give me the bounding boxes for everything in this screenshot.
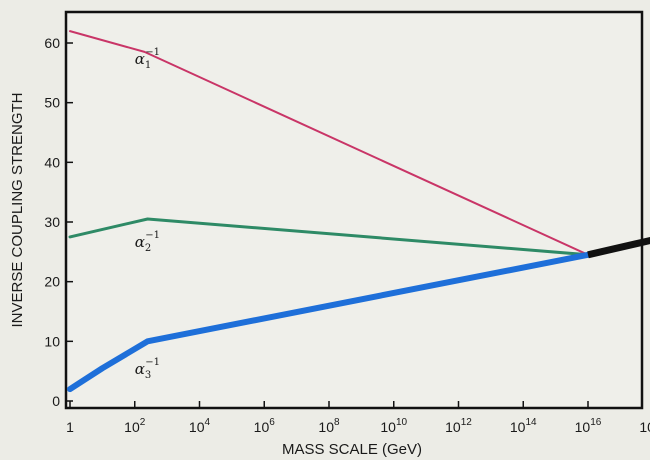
x-axis-label: MASS SCALE (GeV) (282, 441, 422, 458)
x-tick-label: 1012 (445, 417, 472, 435)
y-axis-ticks: 0 10 20 30 40 50 60 (44, 35, 73, 409)
series-line-unified (587, 236, 650, 259)
y-tick-label: 10 (44, 333, 60, 349)
x-tick-label: 102 (124, 417, 146, 435)
series-label: α3−1 (135, 357, 160, 381)
series-line-α1⁻¹ (69, 30, 589, 256)
y-tick-label: 60 (44, 35, 60, 51)
y-tick-label: 40 (44, 154, 60, 170)
plot-frame (64, 10, 644, 410)
x-tick-label: 106 (254, 417, 276, 435)
y-tick-label: 20 (44, 274, 60, 290)
series-label: α1−1 (135, 47, 160, 71)
x-tick-label: 1010 (380, 417, 407, 435)
y-tick-label: 0 (52, 393, 60, 409)
x-tick-label: 1014 (510, 417, 537, 435)
series-labels: α1−1 α2−1 α3−1 (135, 47, 160, 381)
series-label: α2−1 (135, 230, 160, 254)
y-tick-label: 50 (44, 95, 60, 111)
y-axis-label: INVERSE COUPLING STRENGTH (9, 92, 26, 327)
series-line-α2⁻¹ (68, 217, 590, 257)
x-tick-label: 1016 (575, 417, 602, 435)
series-lines (67, 30, 650, 393)
y-tick-label: 30 (44, 214, 60, 230)
x-tick-label: 108 (318, 417, 340, 435)
x-tick-label: 104 (189, 417, 211, 435)
x-tick-label: 1 (66, 419, 74, 435)
x-tick-label: 1018 (639, 417, 650, 435)
series-line-α3⁻¹ (67, 251, 591, 393)
